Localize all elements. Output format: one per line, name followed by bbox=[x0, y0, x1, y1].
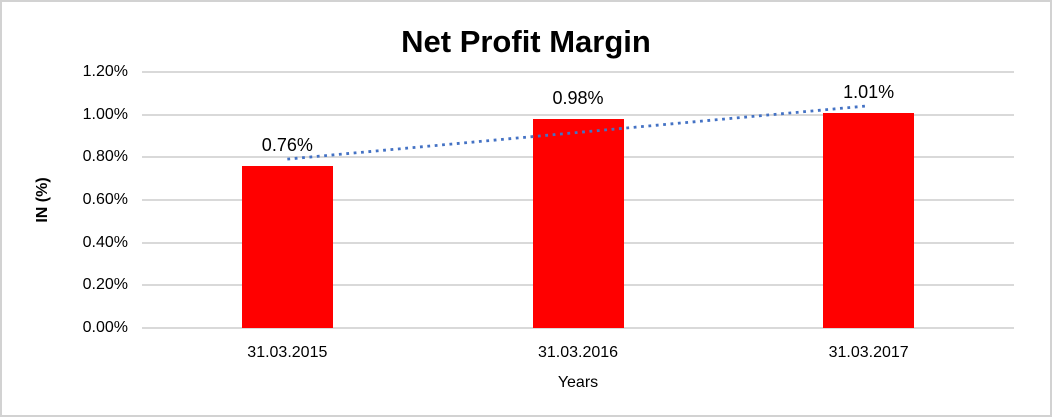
x-tick-label: 31.03.2016 bbox=[537, 344, 619, 361]
x-tick-label: 31.03.2017 bbox=[828, 344, 909, 361]
bar-31.03.2015 bbox=[241, 165, 333, 328]
y-tick-label: 0.40% bbox=[82, 233, 128, 251]
bar-data-label: 0.98% bbox=[552, 87, 604, 108]
chart-title: Net Profit Margin bbox=[401, 24, 651, 59]
y-tick-label: 1.00% bbox=[82, 105, 128, 123]
y-tick-label: 1.20% bbox=[82, 63, 128, 80]
gridline bbox=[142, 327, 1014, 329]
gridline bbox=[142, 113, 1014, 116]
plot-area: 0.76% 0.98% 1.01% bbox=[142, 71, 1014, 329]
bar-31.03.2016 bbox=[532, 118, 624, 328]
x-axis-title: Years bbox=[557, 374, 599, 391]
bar-31.03.2017 bbox=[823, 112, 915, 328]
gridline bbox=[142, 71, 1014, 73]
y-tick-label: 0.80% bbox=[82, 148, 128, 166]
bar-data-label: 1.01% bbox=[843, 81, 895, 102]
x-tick-label: 31.03.2015 bbox=[247, 344, 328, 361]
y-tick-label: 0.20% bbox=[82, 276, 128, 294]
y-tick-label: 0.00% bbox=[82, 319, 128, 336]
bar-data-label: 0.76% bbox=[261, 134, 313, 155]
trendline bbox=[287, 104, 869, 161]
y-tick-label: 0.60% bbox=[82, 191, 128, 208]
